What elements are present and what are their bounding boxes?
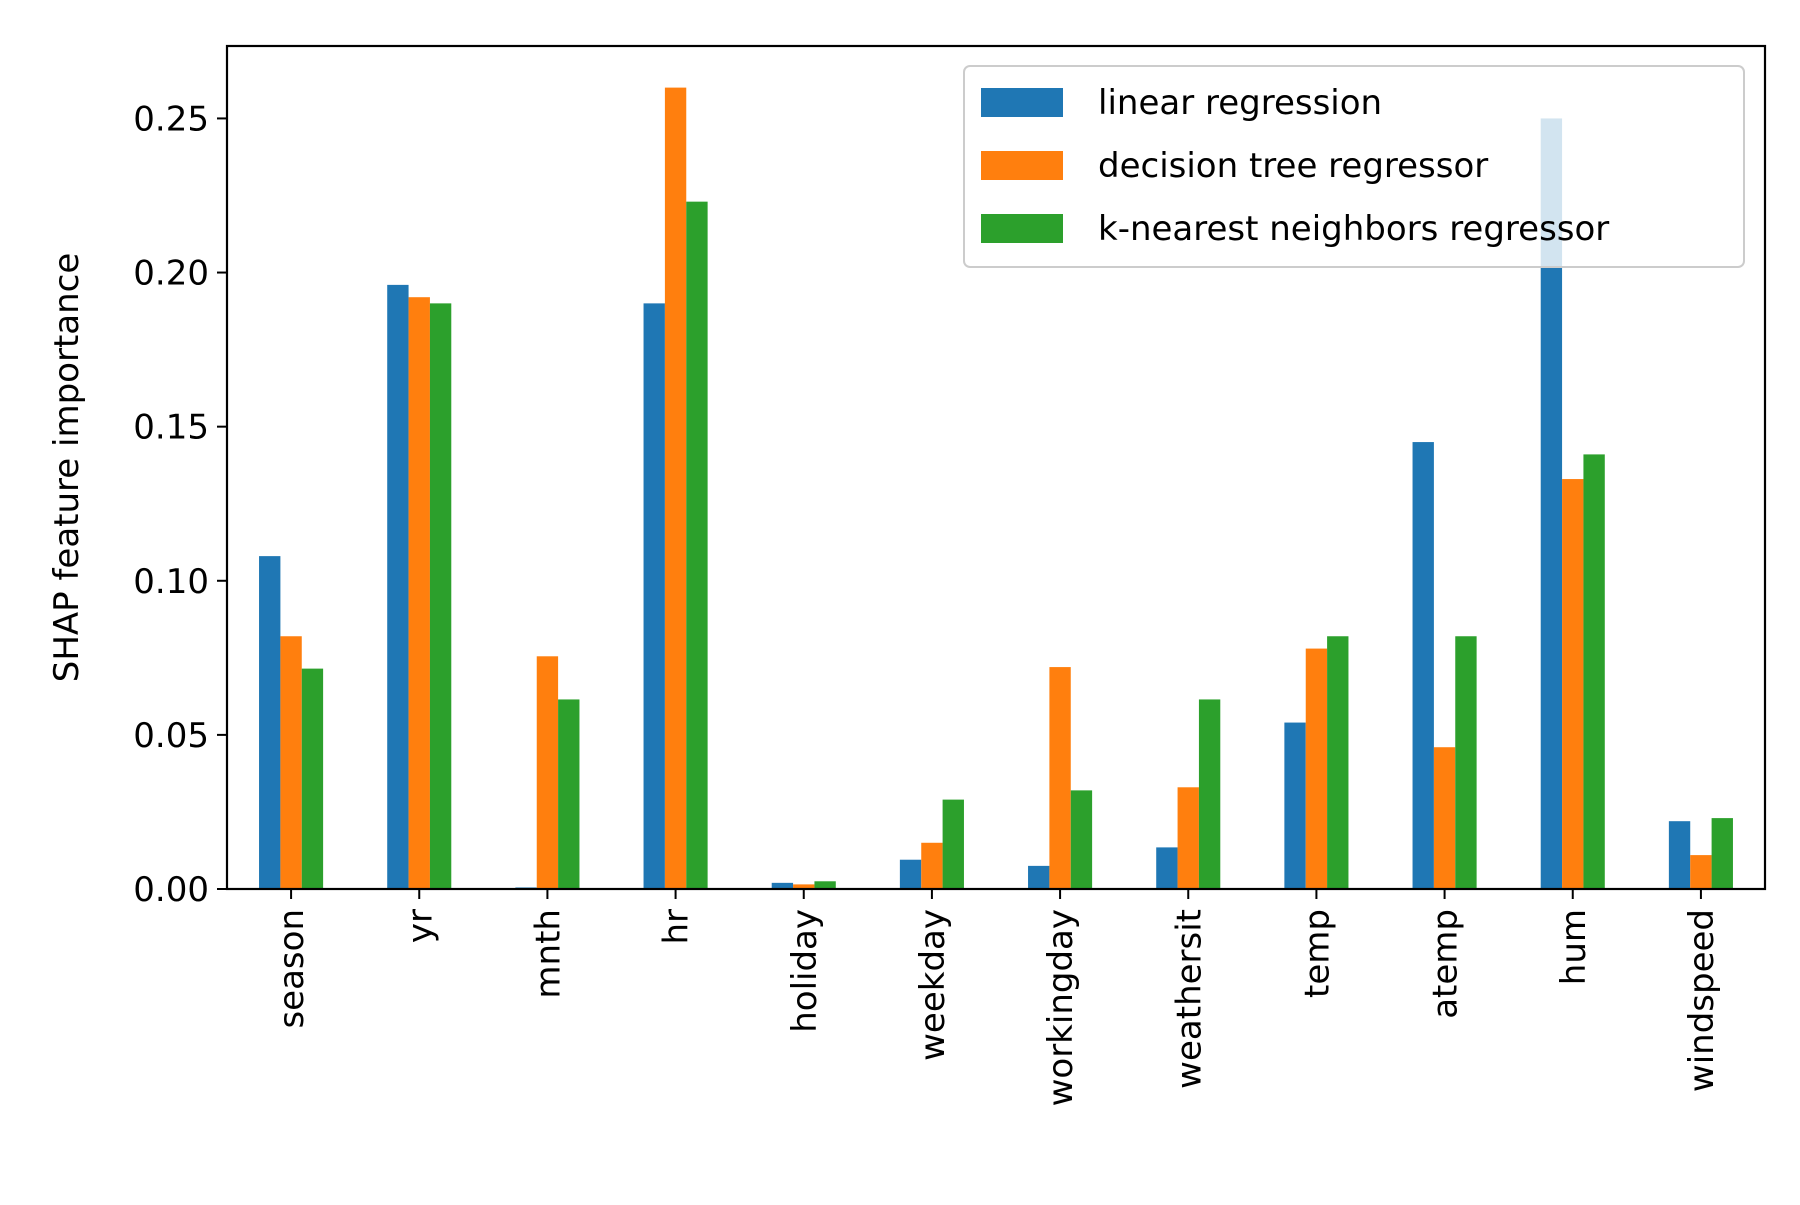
bar-hum-series-1 — [1540, 118, 1563, 890]
plot-frame — [225, 44, 1767, 891]
y-tick-label: 0.00 — [133, 870, 209, 910]
bar-weathersit-series-3 — [1198, 699, 1221, 889]
legend-label-series-2: decision tree regressor — [1098, 146, 1488, 186]
bar-windspeed-series-3 — [1711, 818, 1733, 889]
x-tick-label-temp: temp — [1297, 909, 1337, 998]
y-tick-label: 0.05 — [133, 716, 209, 756]
y-tick-label: 0.20 — [133, 254, 209, 294]
bar-mnth-series-2 — [536, 656, 559, 889]
bar-hum-series-3 — [1583, 454, 1605, 889]
bar-season-series-2 — [280, 636, 302, 889]
x-tick-label-yr: yr — [400, 909, 440, 943]
bar-temp-series-2 — [1305, 648, 1328, 889]
x-tick-label-hum: hum — [1554, 909, 1594, 985]
y-tick-label: 0.15 — [133, 408, 209, 448]
x-tick-label-weathersit: weathersit — [1169, 909, 1209, 1089]
bar-atemp-series-1 — [1412, 442, 1434, 889]
bar-holiday-series-2 — [793, 884, 815, 889]
x-tick-label-windspeed: windspeed — [1682, 909, 1722, 1092]
legend-box — [963, 65, 1745, 268]
bar-hr-series-1 — [643, 303, 665, 889]
bar-hr-series-2 — [664, 87, 687, 890]
bar-weekday-series-3 — [942, 799, 964, 889]
legend-label-series-1: linear regression — [1098, 83, 1382, 123]
bar-workingday-series-1 — [1028, 865, 1050, 889]
y-tick-label: 0.25 — [133, 99, 209, 139]
legend-label-series-3: k-nearest neighbors regressor — [1098, 209, 1609, 249]
bar-temp-series-1 — [1284, 722, 1306, 889]
y-axis-label: SHAP feature importance — [47, 253, 87, 683]
bar-windspeed-series-1 — [1668, 821, 1691, 889]
legend: linear regression decision tree regressor… — [963, 65, 1745, 268]
bar-windspeed-series-2 — [1690, 855, 1712, 889]
bar-workingday-series-2 — [1049, 667, 1071, 889]
x-tick-label-weekday: weekday — [913, 909, 953, 1061]
bar-temp-series-3 — [1327, 636, 1349, 889]
legend-swatch-series-3 — [981, 214, 1063, 243]
legend-swatch-series-1 — [981, 88, 1063, 117]
x-tick-label-hr: hr — [657, 909, 697, 945]
bar-workingday-series-3 — [1070, 790, 1093, 889]
bars-layer — [259, 87, 1733, 890]
bar-hr-series-3 — [686, 201, 708, 889]
x-tick-label-holiday: holiday — [785, 909, 825, 1033]
bar-season-series-1 — [259, 556, 281, 889]
bar-mnth-series-3 — [558, 699, 580, 889]
bar-yr-series-3 — [429, 303, 452, 889]
bar-atemp-series-2 — [1433, 747, 1456, 889]
legend-swatch-series-2 — [981, 151, 1063, 180]
bar-weekday-series-1 — [899, 859, 922, 889]
bar-weathersit-series-2 — [1177, 787, 1199, 889]
y-tick-label: 0.10 — [133, 562, 209, 602]
bar-holiday-series-1 — [771, 882, 794, 889]
bar-weathersit-series-1 — [1156, 847, 1178, 889]
bar-holiday-series-3 — [814, 881, 836, 889]
y-axis: 0.00 0.05 0.10 0.15 0.20 0.25 — [133, 99, 227, 910]
bar-weekday-series-2 — [921, 842, 943, 889]
bar-atemp-series-3 — [1455, 636, 1477, 889]
x-tick-label-mnth: mnth — [528, 909, 568, 999]
bar-yr-series-2 — [408, 297, 430, 889]
bar-hum-series-2 — [1562, 479, 1584, 889]
bar-season-series-3 — [301, 668, 324, 889]
x-tick-label-atemp: atemp — [1426, 909, 1466, 1019]
x-tick-label-season: season — [272, 909, 312, 1029]
x-tick-label-workingday: workingday — [1041, 909, 1081, 1106]
bar-yr-series-1 — [387, 284, 409, 889]
x-axis: season yr mnth hr holiday weekday workingday we… — [272, 889, 1722, 1106]
